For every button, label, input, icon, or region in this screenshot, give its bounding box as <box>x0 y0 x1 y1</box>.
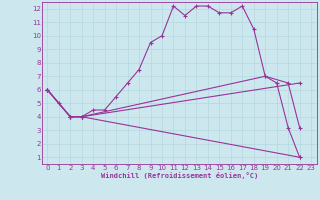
X-axis label: Windchill (Refroidissement éolien,°C): Windchill (Refroidissement éolien,°C) <box>100 172 258 179</box>
